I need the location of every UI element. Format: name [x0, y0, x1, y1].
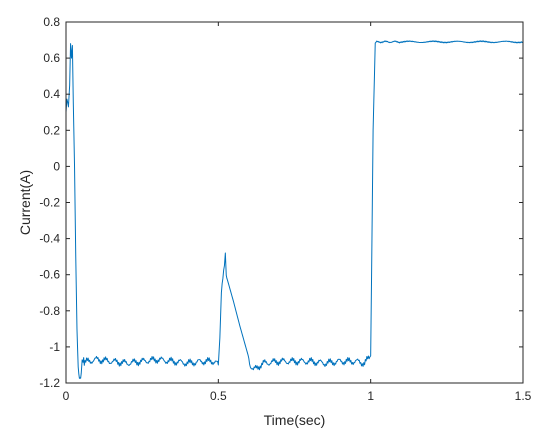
y-tick-label: 0.8 [43, 15, 60, 29]
x-axis-label: Time(sec) [264, 412, 326, 428]
y-tick-label: -1.2 [39, 376, 60, 390]
series-layer [65, 40, 524, 379]
plot-area [66, 22, 523, 383]
y-tick-label: -0.8 [39, 304, 60, 318]
x-tick-label: 0 [63, 389, 70, 403]
y-tick-label: 0.6 [43, 51, 60, 65]
tick-layer: 0 0.5 1 1.5 0.8 0.6 0.4 0.2 0 -0.2 -0.4 -0.6 -0.8 -1 -… [39, 15, 531, 403]
y-tick-label: -0.4 [39, 232, 60, 246]
y-tick-label: 0.2 [43, 123, 60, 137]
current-series-line [65, 40, 524, 379]
y-tick-label: 0 [53, 159, 60, 173]
y-axis-label: Current(A) [17, 170, 33, 235]
y-tick-label: 0.4 [43, 87, 60, 101]
x-tick-label: 0.5 [210, 389, 227, 403]
y-tick-label: -0.6 [39, 268, 60, 282]
x-tick-label: 1 [367, 389, 374, 403]
y-tick-label: -0.2 [39, 196, 60, 210]
x-tick-label: 1.5 [515, 389, 532, 403]
y-tick-label: -1 [49, 340, 60, 354]
